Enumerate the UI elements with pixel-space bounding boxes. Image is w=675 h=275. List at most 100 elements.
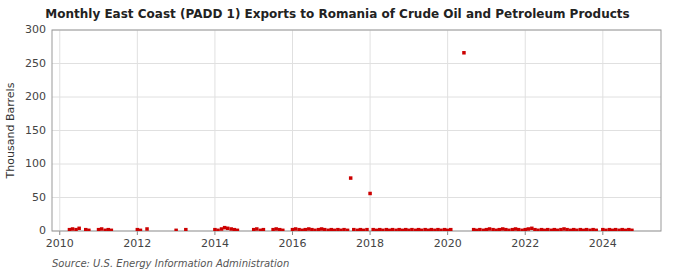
y-tick-label: 150 [25, 124, 46, 137]
point [252, 228, 256, 231]
point [297, 228, 301, 231]
point [145, 227, 149, 231]
point [630, 229, 634, 231]
point [462, 51, 466, 55]
point [433, 229, 437, 231]
point [523, 228, 527, 231]
point [404, 228, 408, 231]
grid [52, 30, 661, 231]
x-tick-label: 2022 [511, 237, 539, 250]
point [569, 229, 573, 231]
point [491, 228, 495, 231]
y-axis-label: Thousand Barrels [4, 82, 17, 179]
point [397, 228, 401, 231]
point [439, 229, 443, 231]
point [330, 228, 334, 231]
point [472, 228, 476, 231]
point [365, 228, 369, 231]
point [478, 228, 482, 231]
point [320, 227, 324, 231]
point [559, 228, 563, 231]
point [103, 229, 107, 231]
point [216, 229, 220, 231]
point [77, 227, 81, 231]
point [391, 228, 395, 231]
point [339, 229, 343, 231]
source-note: Source: U.S. Energy Information Administ… [52, 258, 289, 269]
point [226, 227, 230, 231]
point [627, 228, 631, 231]
point [514, 227, 518, 231]
point [417, 228, 421, 231]
y-tick-label: 50 [32, 191, 46, 204]
point [549, 229, 553, 231]
x-grid-line [602, 30, 603, 231]
point [594, 229, 598, 231]
point [449, 228, 453, 231]
point [530, 227, 534, 231]
x-tick [525, 231, 526, 235]
x-grid-line [137, 30, 138, 231]
chart: 0501001502002503002010201220142016201820… [0, 0, 675, 275]
point [236, 229, 240, 231]
point [333, 229, 337, 231]
x-grid-line [59, 30, 60, 231]
point [271, 228, 275, 231]
y-tick-label: 200 [25, 90, 46, 103]
point [546, 228, 550, 231]
point [446, 229, 450, 231]
points [68, 51, 634, 231]
x-tick [214, 231, 215, 235]
point [139, 229, 143, 231]
point [527, 227, 531, 231]
point [74, 228, 78, 231]
point [97, 228, 101, 231]
x-grid-line [447, 30, 448, 231]
point [401, 229, 405, 231]
point [556, 229, 560, 231]
point [617, 229, 621, 231]
x-tick-label: 2014 [201, 237, 229, 250]
point [420, 229, 424, 231]
x-tick-label: 2024 [589, 237, 617, 250]
point [388, 229, 392, 231]
point [381, 229, 385, 231]
point [430, 228, 434, 231]
point [136, 228, 140, 231]
point [601, 228, 605, 231]
point [326, 229, 330, 231]
point [443, 228, 447, 231]
x-tick [602, 231, 603, 235]
point [262, 228, 266, 231]
y-grid-line [52, 197, 661, 198]
x-tick [137, 231, 138, 235]
point [497, 228, 501, 231]
y-grid-line [52, 164, 661, 165]
point [174, 229, 178, 231]
point [368, 192, 372, 196]
x-tick [447, 231, 448, 235]
x-tick-label: 2012 [123, 237, 151, 250]
point [520, 229, 524, 231]
point [71, 227, 75, 231]
point [517, 228, 521, 231]
point [223, 226, 227, 230]
point [310, 228, 314, 231]
point [414, 229, 418, 231]
point [565, 228, 569, 231]
title: Monthly East Coast (PADD 1) Exports to R… [45, 7, 629, 21]
point [378, 228, 382, 231]
point [346, 229, 350, 231]
point [624, 229, 628, 231]
point [494, 229, 498, 231]
point [620, 228, 624, 231]
point [294, 227, 298, 231]
point [485, 228, 489, 231]
point [588, 229, 592, 231]
point [536, 229, 540, 231]
x-tick-label: 2010 [46, 237, 74, 250]
x-grid-line [370, 30, 371, 231]
point [572, 228, 576, 231]
point [110, 229, 114, 231]
point [281, 229, 285, 231]
